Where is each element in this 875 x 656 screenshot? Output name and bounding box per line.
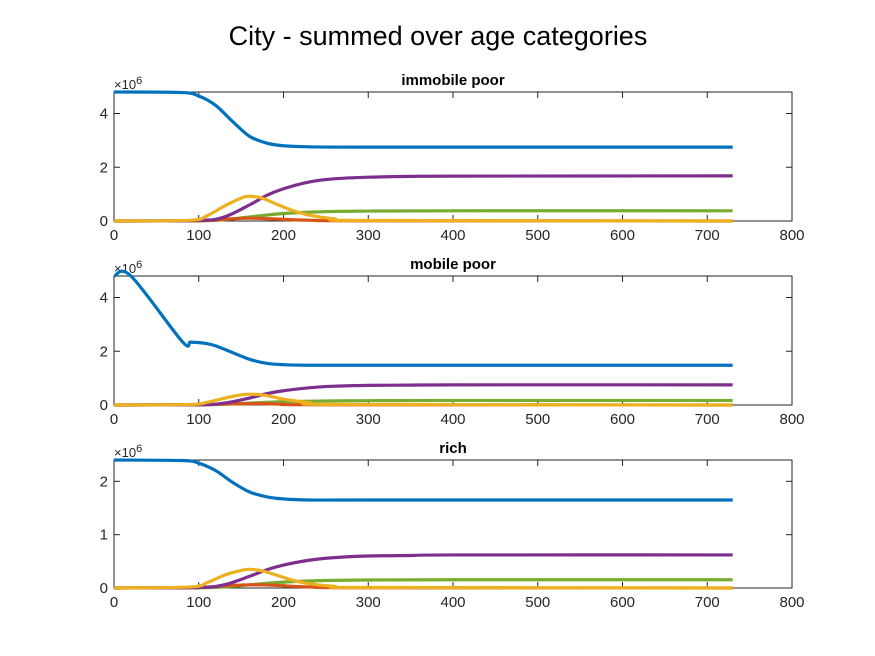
series-line-purple <box>113 383 733 407</box>
y-tick-label: 0 <box>100 213 108 230</box>
series-line-purple <box>113 553 733 590</box>
x-tick-label: 0 <box>110 594 118 611</box>
x-tick-label: 300 <box>356 411 381 428</box>
y-tick-label: 0 <box>100 580 108 597</box>
x-tick-label: 800 <box>779 227 804 244</box>
x-tick-label: 600 <box>610 411 635 428</box>
series-line-blue <box>113 90 733 149</box>
y-exponent-power: 6 <box>136 443 142 455</box>
y-exponent-base: ×10 <box>114 445 136 460</box>
series-line-blue <box>113 458 733 502</box>
x-tick-label: 600 <box>610 594 635 611</box>
y-exponent-base: ×10 <box>114 77 136 92</box>
x-tick-label: 500 <box>525 594 550 611</box>
series-line-yellow <box>113 392 733 407</box>
y-tick-label: 4 <box>100 106 108 123</box>
y-exponent-label: ×106 <box>114 443 142 460</box>
y-tick-label: 2 <box>100 159 108 176</box>
axes-box <box>113 459 793 589</box>
axes-box <box>113 91 793 222</box>
x-tick-label: 700 <box>695 594 720 611</box>
subplot-title: rich <box>439 440 467 457</box>
x-tick-label: 800 <box>779 594 804 611</box>
x-tick-label: 100 <box>186 227 211 244</box>
x-tick-label: 700 <box>695 227 720 244</box>
y-exponent-power: 6 <box>136 259 142 271</box>
x-tick-label: 400 <box>440 227 465 244</box>
x-tick-label: 400 <box>440 594 465 611</box>
x-tick-label: 600 <box>610 227 635 244</box>
subplot-title: mobile poor <box>410 256 496 273</box>
x-tick-label: 800 <box>779 411 804 428</box>
x-tick-label: 500 <box>525 411 550 428</box>
y-tick-label: 2 <box>100 473 108 490</box>
x-tick-label: 300 <box>356 594 381 611</box>
y-tick-label: 1 <box>100 527 108 544</box>
y-tick-label: 0 <box>100 397 108 414</box>
series-line-purple <box>113 174 733 223</box>
figure-title: City - summed over age categories <box>229 21 648 51</box>
x-tick-label: 500 <box>525 227 550 244</box>
y-tick-label: 4 <box>100 290 108 307</box>
x-tick-label: 200 <box>271 411 296 428</box>
y-exponent-label: ×106 <box>114 75 142 92</box>
series-line-yellow <box>113 194 733 223</box>
x-tick-label: 200 <box>271 594 296 611</box>
x-tick-label: 100 <box>186 411 211 428</box>
subplot-0: immobile poor 0 100 200 300 400 500 600 700 800 0 2… <box>100 72 805 244</box>
subplot-title: immobile poor <box>401 72 505 89</box>
x-tick-label: 0 <box>110 411 118 428</box>
x-tick-label: 100 <box>186 594 211 611</box>
y-tick-label: 2 <box>100 343 108 360</box>
series-line-blue <box>113 269 733 367</box>
x-tick-label: 200 <box>271 227 296 244</box>
series-line-yellow <box>113 567 733 590</box>
x-tick-label: 400 <box>440 411 465 428</box>
y-exponent-power: 6 <box>136 75 142 87</box>
x-tick-label: 0 <box>110 227 118 244</box>
x-tick-label: 700 <box>695 411 720 428</box>
x-tick-label: 300 <box>356 227 381 244</box>
subplot-2: rich 0 100 200 300 400 500 600 700 800 0 1 2 ×106 <box>100 440 805 611</box>
